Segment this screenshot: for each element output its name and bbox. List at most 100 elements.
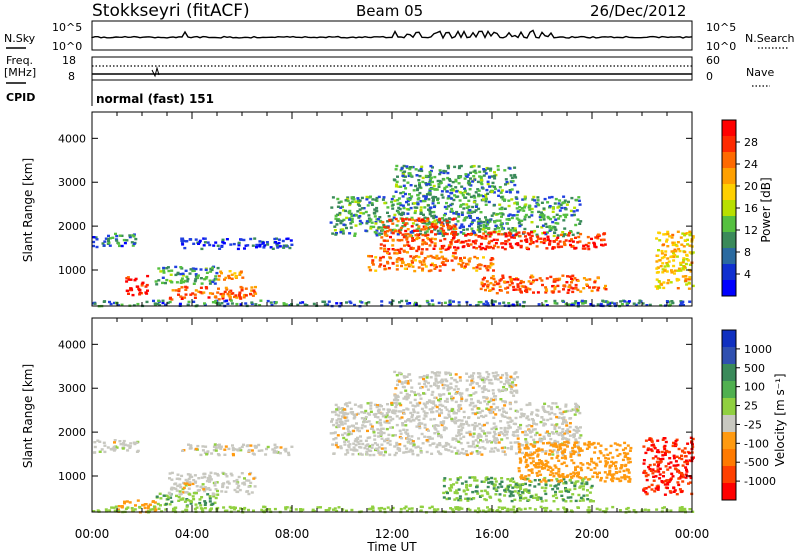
range-gate-cell [658, 473, 662, 476]
range-gate-cell [516, 243, 520, 247]
range-gate-cell [455, 439, 459, 442]
range-gate-cell [393, 179, 397, 182]
range-gate-cell [404, 218, 408, 221]
range-gate-cell [433, 223, 437, 226]
range-gate-cell [477, 432, 481, 436]
range-gate-cell [632, 509, 636, 512]
range-gate-cell [181, 274, 185, 277]
range-gate-cell [527, 474, 531, 477]
range-gate-cell [514, 384, 518, 387]
range-gate-cell [537, 463, 541, 466]
range-gate-cell [432, 402, 436, 405]
range-gate-cell [480, 281, 484, 284]
range-gate-cell [449, 445, 453, 448]
range-gate-cell [413, 202, 416, 205]
range-gate-cell [492, 238, 496, 241]
power-ylabel: Slant Range [km] [21, 158, 35, 262]
range-gate-cell [388, 439, 392, 443]
range-gate-cell [485, 491, 489, 494]
colorbar-segment [722, 200, 736, 217]
range-gate-cell [597, 276, 600, 280]
range-gate-cell [239, 270, 243, 273]
range-gate-cell [536, 440, 539, 444]
range-gate-cell [447, 195, 451, 198]
range-gate-cell [450, 417, 454, 421]
range-gate-cell [459, 164, 463, 168]
range-gate-cell [560, 412, 564, 415]
range-gate-cell [352, 446, 356, 449]
range-gate-cell [552, 278, 556, 281]
range-gate-cell [257, 443, 261, 447]
range-gate-cell [484, 414, 488, 417]
range-gate-cell [529, 276, 533, 279]
range-gate-cell [518, 303, 522, 306]
range-gate-cell [582, 485, 585, 488]
range-gate-cell [466, 192, 470, 195]
range-gate-cell [564, 302, 568, 306]
range-gate-cell [179, 281, 183, 284]
range-gate-cell [593, 245, 597, 248]
range-gate-cell [661, 454, 665, 457]
range-gate-cell [530, 411, 534, 414]
range-gate-cell [371, 198, 375, 201]
range-gate-cell [493, 483, 497, 486]
range-gate-cell [418, 185, 422, 188]
range-gate-cell [377, 435, 381, 438]
range-gate-cell [561, 274, 565, 277]
range-gate-cell [657, 470, 661, 473]
range-gate-cell [385, 419, 389, 423]
range-gate-cell [550, 457, 554, 460]
range-gate-cell [556, 222, 560, 225]
range-gate-cell [169, 496, 173, 499]
range-gate-cell [574, 438, 578, 441]
range-gate-cell [158, 304, 162, 307]
range-gate-cell [541, 214, 545, 217]
range-gate-cell [657, 450, 661, 454]
range-gate-cell [566, 291, 570, 294]
range-gate-cell [550, 431, 554, 434]
range-gate-cell [499, 196, 503, 199]
range-gate-cell [562, 476, 566, 479]
range-gate-cell [185, 508, 189, 511]
range-gate-cell [515, 391, 519, 394]
range-gate-cell [666, 479, 670, 482]
range-gate-cell [573, 433, 576, 436]
range-gate-cell [495, 292, 499, 295]
range-gate-cell [477, 375, 481, 379]
range-gate-cell [417, 226, 421, 230]
range-gate-cell [330, 418, 334, 421]
range-gate-cell [582, 477, 586, 480]
beam-title: Beam 05 [356, 2, 423, 20]
range-gate-cell [544, 486, 548, 490]
range-gate-cell [452, 227, 456, 230]
range-gate-cell [543, 489, 547, 493]
range-gate-cell [408, 172, 412, 175]
range-gate-cell [506, 222, 509, 225]
range-gate-cell [543, 402, 547, 405]
range-gate-cell [519, 496, 522, 499]
range-gate-cell [490, 382, 494, 385]
range-gate-cell [199, 453, 203, 457]
range-gate-cell [525, 416, 529, 420]
range-gate-cell [420, 422, 424, 425]
range-gate-cell [443, 237, 447, 241]
range-gate-cell [203, 241, 207, 244]
data-region-8 [517, 440, 633, 483]
range-gate-cell [500, 233, 504, 236]
range-gate-cell [188, 499, 192, 503]
range-gate-cell [406, 232, 410, 236]
range-gate-cell [569, 286, 573, 289]
range-gate-cell [438, 179, 442, 183]
range-gate-cell [506, 291, 510, 294]
range-gate-cell [571, 274, 575, 277]
range-gate-cell [348, 202, 352, 205]
range-gate-cell [486, 477, 490, 481]
range-gate-cell [447, 497, 451, 500]
range-gate-cell [459, 499, 463, 502]
range-gate-cell [573, 247, 577, 250]
range-gate-cell [521, 198, 525, 201]
range-gate-cell [689, 270, 693, 273]
range-gate-cell [523, 227, 527, 231]
range-gate-cell [424, 225, 428, 229]
range-gate-cell [543, 476, 547, 480]
